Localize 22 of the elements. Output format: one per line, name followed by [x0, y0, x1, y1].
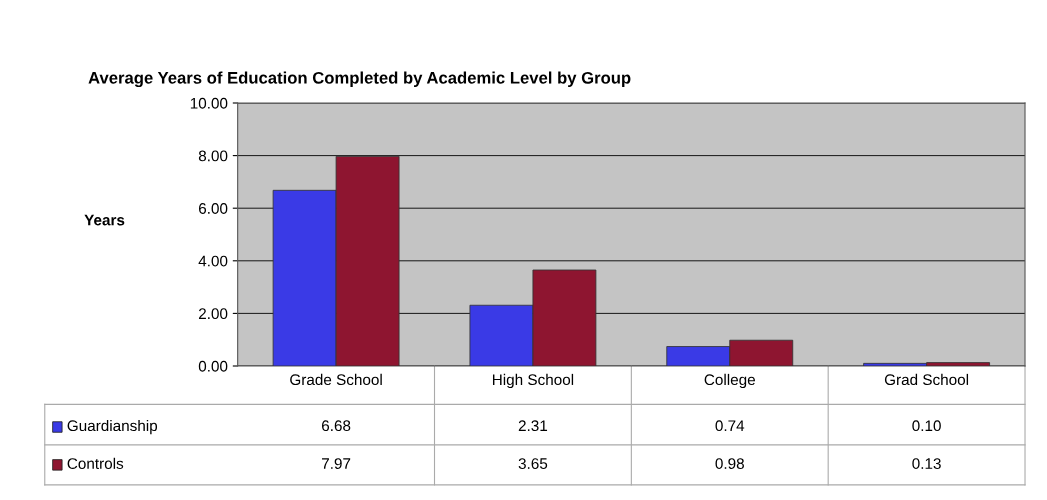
- data-label: 0.98: [715, 458, 744, 469]
- y-tick-label: 6.00: [198, 203, 228, 214]
- data-label: 2.31: [518, 420, 548, 432]
- data-label: 7.97: [322, 458, 351, 469]
- legend-label: Controls: [67, 457, 124, 469]
- y-tick-label: 10.00: [190, 97, 228, 109]
- data-label: 6.68: [322, 420, 351, 432]
- data-label: 3.65: [518, 458, 548, 469]
- x-tick-label: Grade School: [290, 373, 382, 386]
- chart-title: Average Years of Education Completed by Academic Level by Group: [88, 71, 631, 88]
- x-tick-label: College: [704, 373, 755, 389]
- y-tick-label: 4.00: [198, 255, 228, 267]
- y-tick-label: 2.00: [198, 308, 228, 320]
- data-label: 0.10: [912, 420, 941, 432]
- x-tick-label: Grad School: [884, 373, 969, 386]
- y-axis-title: Years: [84, 214, 125, 226]
- y-tick-label: 8.00: [198, 150, 228, 162]
- data-label: 0.74: [715, 420, 745, 432]
- legend-label: Guardianship: [67, 419, 158, 435]
- data-label: 0.13: [912, 458, 941, 469]
- y-tick-label: 0.00: [198, 360, 228, 372]
- x-tick-label: High School: [492, 373, 574, 389]
